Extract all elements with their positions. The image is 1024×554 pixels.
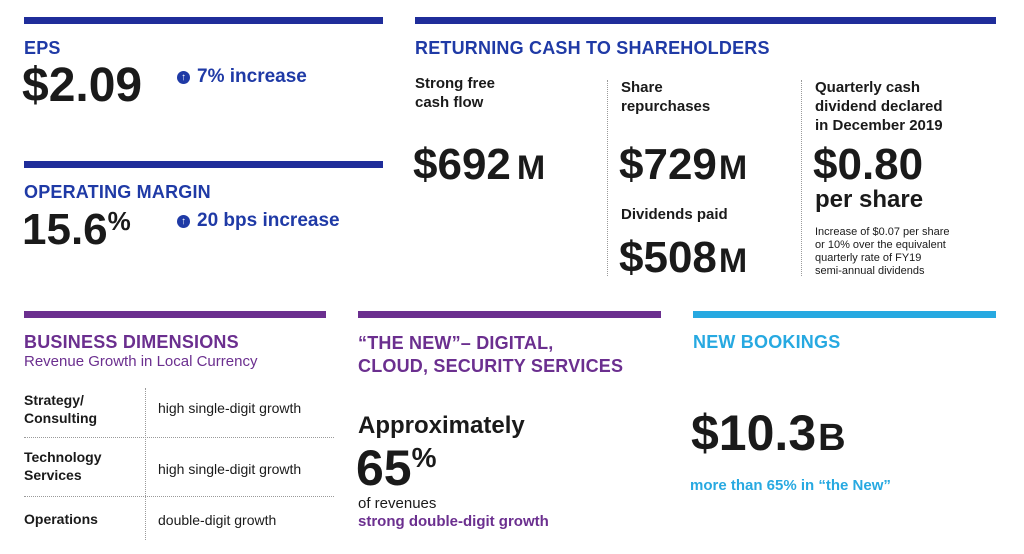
the-new-heading-line1: “THE NEW”– DIGITAL, <box>358 333 554 353</box>
the-new-percent: % <box>411 442 437 473</box>
row-divider <box>24 437 334 438</box>
dividends-paid-number: $508 <box>619 233 717 282</box>
dimension-growth-operations: double-digit growth <box>158 512 277 528</box>
share-repurchases-label-line1: Share <box>621 79 663 96</box>
returning-cash-heading: RETURNING CASH TO SHAREHOLDERS <box>415 38 770 58</box>
free-cash-flow-number: $692 <box>413 140 511 189</box>
quarterly-dividend-label: Quarterly cash dividend declared in Dece… <box>815 78 943 135</box>
divider-vertical <box>801 80 802 276</box>
arrow-up-icon: ↑ <box>177 214 190 228</box>
dividends-paid-label: Dividends paid <box>621 206 728 223</box>
operating-margin-increase: ↑ 20 bps increase <box>177 210 340 232</box>
quarterly-dividend-note-line4: semi-annual dividends <box>815 265 925 277</box>
the-new-growth: strong double-digit growth <box>358 513 549 530</box>
dimension-category-line2: Services <box>24 467 82 483</box>
eps-increase: ↑ 7% increase <box>177 66 307 88</box>
the-new-approx: Approximately <box>358 412 525 439</box>
quarterly-dividend-per-share: per share <box>815 186 924 213</box>
free-cash-flow-label-line1: Strong free <box>415 75 496 92</box>
operating-margin-value: 15.6% <box>22 208 131 252</box>
row-divider <box>24 496 334 497</box>
free-cash-flow-value: $692 M <box>413 143 545 187</box>
share-repurchases-label: Share repurchases <box>621 78 710 116</box>
new-bookings-note: more than 65% in “the New” <box>690 477 891 494</box>
quarterly-dividend-label-line3: in December 2019 <box>815 117 943 134</box>
dimension-category-technology: Technology Services <box>24 448 102 484</box>
dimension-category-line1: Technology <box>24 449 102 465</box>
new-bookings-number: $10.3 <box>691 405 817 461</box>
dimension-category-line2: Consulting <box>24 410 98 426</box>
share-repurchases-number: $729 <box>619 140 717 189</box>
table-column-divider <box>145 388 146 540</box>
eps-heading: EPS <box>24 38 61 58</box>
quarterly-dividend-note-line1: Increase of $0.07 per share <box>815 226 950 238</box>
dimension-category-operations: Operations <box>24 510 98 528</box>
quarterly-dividend-note-line2: or 10% over the equivalent <box>815 239 946 251</box>
dimension-category-line1: Strategy/ <box>24 392 84 408</box>
new-bookings-unit: B <box>818 417 846 459</box>
arrow-up-icon: ↑ <box>177 70 190 84</box>
the-new-heading: “THE NEW”– DIGITAL, CLOUD, SECURITY SERV… <box>358 332 623 378</box>
dividends-paid-value: $508M <box>619 236 747 280</box>
share-repurchases-unit: M <box>718 149 748 187</box>
dimension-growth-strategy: high single-digit growth <box>158 400 302 416</box>
share-repurchases-label-line2: repurchases <box>621 98 711 115</box>
business-dimensions-top-bar <box>24 311 326 318</box>
new-bookings-value: $10.3B <box>691 408 846 458</box>
the-new-of-revenues: of revenues <box>358 495 437 512</box>
free-cash-flow-unit: M <box>516 149 546 187</box>
business-dimensions-heading: BUSINESS DIMENSIONS <box>24 332 239 352</box>
quarterly-dividend-note-line3: quarterly rate of FY19 <box>815 252 922 264</box>
dimension-category-line1: Operations <box>24 511 98 527</box>
dimension-category-strategy: Strategy/ Consulting <box>24 391 97 427</box>
new-bookings-heading: NEW BOOKINGS <box>693 332 841 352</box>
free-cash-flow-label-line2: cash flow <box>415 94 484 111</box>
business-dimensions-subheading: Revenue Growth in Local Currency <box>24 353 258 370</box>
free-cash-flow-label: Strong free cash flow <box>415 74 495 112</box>
dividends-paid-unit: M <box>718 242 748 280</box>
eps-top-bar <box>24 17 383 24</box>
the-new-value: 65% <box>356 443 437 493</box>
eps-value: $2.09 <box>22 59 143 112</box>
new-bookings-top-bar <box>693 311 996 318</box>
dimension-growth-technology: high single-digit growth <box>158 461 302 477</box>
operating-margin-percent: % <box>107 206 131 236</box>
operating-margin-increase-text: 20 bps increase <box>197 210 340 231</box>
quarterly-dividend-value: $0.80 <box>813 140 924 189</box>
quarterly-dividend-label-line1: Quarterly cash <box>815 79 921 96</box>
returning-cash-top-bar <box>415 17 996 24</box>
quarterly-dividend-note: Increase of $0.07 per share or 10% over … <box>815 226 950 278</box>
eps-increase-text: 7% increase <box>197 66 307 87</box>
the-new-number: 65 <box>356 440 412 496</box>
quarterly-dividend-label-line2: dividend declared <box>815 98 943 115</box>
share-repurchases-value: $729M <box>619 143 747 187</box>
operating-margin-heading: OPERATING MARGIN <box>24 182 211 202</box>
divider-vertical <box>607 80 608 276</box>
operating-margin-top-bar <box>24 161 383 168</box>
the-new-top-bar <box>358 311 661 318</box>
operating-margin-number: 15.6 <box>22 205 108 254</box>
the-new-heading-line2: CLOUD, SECURITY SERVICES <box>358 356 624 376</box>
